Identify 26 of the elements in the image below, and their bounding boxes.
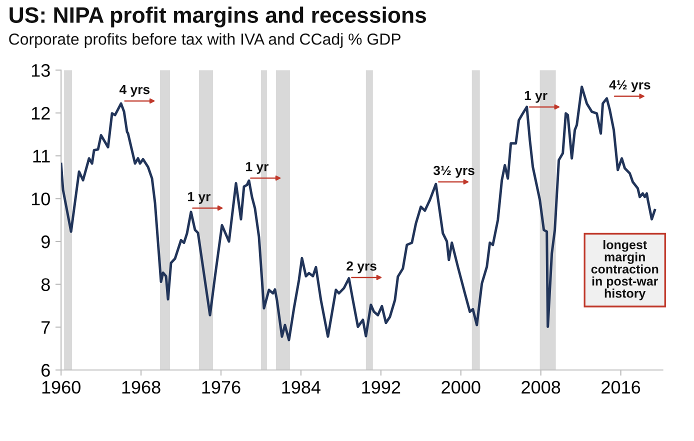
y-tick-label: 8 xyxy=(41,278,50,292)
y-tick-label: 10 xyxy=(32,192,50,206)
x-tick-label: 1968 xyxy=(122,380,160,394)
annotation: 3½ yrs xyxy=(433,166,474,178)
x-tick-label: 1976 xyxy=(202,380,240,394)
annotation: 1 yr xyxy=(524,90,548,103)
annotation: 4½ yrs xyxy=(609,80,650,92)
y-tick-label: 6 xyxy=(42,364,50,377)
annotation: 2 yrs xyxy=(346,261,376,274)
x-tick-label: 2000 xyxy=(442,380,480,394)
y-tick-label: 11 xyxy=(33,150,50,162)
chart-subtitle: Corporate profits before tax with IVA and CCadj % GDP xyxy=(9,33,400,48)
x-tick-label: 1960 xyxy=(42,380,80,394)
annotation: 4 yrs xyxy=(119,84,150,97)
y-tick-label: 12 xyxy=(32,106,50,120)
y-tick-label: 7 xyxy=(42,321,50,334)
y-tick-label: 13 xyxy=(32,64,50,77)
annotation: 1 yr xyxy=(246,162,268,174)
annotation: 1 yr xyxy=(188,192,211,204)
annotation: longest margin contraction in post-war history xyxy=(591,240,658,300)
x-tick-label: 1992 xyxy=(362,380,400,394)
x-tick-label: 2016 xyxy=(602,380,640,394)
y-tick-label: 9 xyxy=(41,235,50,248)
chart-title: US: NIPA profit margins and recessions xyxy=(10,6,426,28)
x-tick-label: 2008 xyxy=(522,380,560,394)
x-tick-label: 1984 xyxy=(282,380,321,394)
